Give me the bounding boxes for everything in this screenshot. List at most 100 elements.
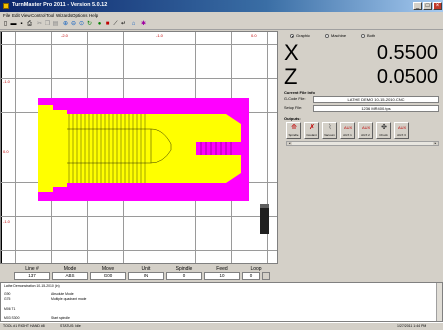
aux2-label: AUX 2 xyxy=(361,133,370,137)
file-info-heading: Current File Info xyxy=(284,90,315,95)
coolant-button[interactable]: ✗ Coolant xyxy=(304,122,319,139)
maximize-button[interactable]: □ xyxy=(423,2,432,10)
val-loop: 0 xyxy=(242,272,260,280)
toolpath-viewport[interactable]: -2.0 -1.0 0.0 -1.0 0.0 -1.0 xyxy=(0,31,278,264)
aux2-button[interactable]: AUX AUX 2 xyxy=(358,122,373,139)
measure-icon[interactable]: ⟋ xyxy=(113,21,118,27)
print-icon[interactable]: ⎙ xyxy=(27,21,32,27)
aux1-button[interactable]: AUX AUX 1 xyxy=(340,122,355,139)
menu-file[interactable]: File xyxy=(3,13,11,18)
clock: 1/27/2011 1:44 PM xyxy=(397,324,427,328)
listing-line-7: M03 S300 xyxy=(4,316,20,320)
menu-bar: File Edit View Control Tool Wizards Opti… xyxy=(0,12,443,20)
radio-graphic[interactable] xyxy=(290,34,294,38)
aux3-button[interactable]: AUX AUX 3 xyxy=(394,122,409,139)
val-move: G00 xyxy=(90,272,126,280)
gcode-file-label: G-Code File: xyxy=(284,97,306,101)
scroll-left-icon[interactable]: ◂ xyxy=(287,141,292,145)
coolant-icon: ✗ xyxy=(309,124,315,131)
val-feed: 10 xyxy=(204,272,240,280)
x-axis-label: X xyxy=(284,40,299,65)
spindle-icon: ⟰ xyxy=(291,124,297,131)
close-button[interactable]: × xyxy=(433,2,442,10)
cut-icon[interactable]: ✂ xyxy=(36,21,43,27)
listing-comment-3: Multiple quadrant mode xyxy=(51,297,87,301)
spindle-button[interactable]: ⟰ Spindle xyxy=(286,122,301,139)
radio-graphic-label: Graphic xyxy=(296,33,311,38)
app-icon xyxy=(3,3,9,9)
hdr-loop: Loop xyxy=(250,266,262,272)
hdr-spindle: Spindle xyxy=(175,266,193,272)
outputs-heading: Outputs: xyxy=(284,116,301,121)
menu-view[interactable]: View xyxy=(21,13,31,18)
minimize-button[interactable]: _ xyxy=(413,2,422,10)
listing-line-3: G75 xyxy=(4,297,11,301)
copy-icon[interactable]: ❐ xyxy=(44,21,51,27)
zoom-in-icon[interactable]: ⊕ xyxy=(62,21,69,27)
menu-control[interactable]: Control xyxy=(31,13,46,18)
val-line: 137 xyxy=(14,272,50,280)
vacuum-label: Vacuum xyxy=(324,133,335,137)
toolbar: ▯ ▬ ▪ ⎙ ✂ ❐ ▤ ⊕ ⊖ ⊙ ↻ ● ■ ⟋ ↵ ⌂ ✱ xyxy=(0,20,443,30)
title-bar: TurnMaster Pro 2011 - Version 5.0.12 _ □… xyxy=(0,0,443,12)
status-bar: TOOL #1 RIGHT HAND #8 STATUS: Idle 1/27/… xyxy=(0,322,443,330)
chuck-label: Chuck xyxy=(379,133,388,137)
val-unit: IN xyxy=(128,272,164,280)
chuck-button[interactable]: ✤ Chuck xyxy=(376,122,391,139)
scroll-right-icon[interactable]: ▸ xyxy=(433,141,438,145)
menu-options[interactable]: Options xyxy=(72,13,88,18)
top-label-2: -1.0 xyxy=(156,33,163,38)
listing-comment-2: Absolute Mode xyxy=(51,292,74,296)
radio-machine[interactable] xyxy=(325,34,329,38)
menu-wizards[interactable]: Wizards xyxy=(56,13,73,18)
radio-machine-label: Machine xyxy=(331,33,347,38)
aux2-icon: AUX xyxy=(362,125,371,130)
top-label-1: -2.0 xyxy=(61,33,68,38)
radio-both[interactable] xyxy=(361,34,365,38)
run-icon[interactable]: ● xyxy=(97,21,102,27)
paste-icon[interactable]: ▤ xyxy=(52,21,59,27)
save-icon[interactable]: ▪ xyxy=(20,21,23,27)
listing-line-2: G90 xyxy=(4,292,11,296)
outputs-scrollbar[interactable]: ◂ ▸ xyxy=(286,141,439,146)
zoom-out-icon[interactable]: ⊖ xyxy=(70,21,77,27)
spindle-label: Spindle xyxy=(288,133,299,137)
aux3-label: AUX 3 xyxy=(397,133,406,137)
listing-comment-7: Start spindle xyxy=(51,316,70,320)
gcode-listing[interactable]: Lathe Demonstration 10-15-2010 (in) G90 … xyxy=(0,282,443,322)
grid-options-button[interactable] xyxy=(262,272,270,280)
open-folder-icon[interactable]: ▬ xyxy=(10,21,17,27)
gcode-file-field[interactable]: LATHE DEMO 10-15-2010.CNC xyxy=(313,96,439,103)
aux1-label: AUX 1 xyxy=(343,133,352,137)
hdr-move: Move xyxy=(101,266,115,272)
vacuum-icon: ⌇ xyxy=(328,124,332,131)
hdr-feed: Feed xyxy=(216,266,228,272)
hdr-line: Line # xyxy=(25,266,39,272)
new-file-icon[interactable]: ▯ xyxy=(3,21,8,27)
listing-scrollbar[interactable] xyxy=(436,283,442,321)
part-drawing xyxy=(38,98,269,234)
hdr-mode: Mode xyxy=(63,266,77,272)
window-title: TurnMaster Pro 2011 - Version 5.0.12 xyxy=(12,2,108,8)
aux1-icon: AUX xyxy=(344,125,353,130)
aux3-icon: AUX xyxy=(398,125,407,130)
stop-icon[interactable]: ■ xyxy=(105,21,110,27)
menu-tool[interactable]: Tool xyxy=(46,13,55,18)
left-label-2: 0.0 xyxy=(3,149,9,154)
setup-file-field[interactable]: 1236 MR400.tps xyxy=(313,105,439,112)
listing-line-1: Lathe Demonstration 10-15-2010 (in) xyxy=(4,284,60,288)
zoom-fit-icon[interactable]: ⊙ xyxy=(78,21,85,27)
machine-status: STATUS: Idle xyxy=(60,324,81,328)
settings-icon[interactable]: ✱ xyxy=(140,21,147,27)
arrow-icon[interactable]: ↵ xyxy=(120,21,127,27)
left-label-1: -1.0 xyxy=(3,79,10,84)
menu-help[interactable]: Help xyxy=(89,13,99,18)
radio-both-label: Both xyxy=(367,33,376,38)
val-mode: ABS xyxy=(52,272,88,280)
tool-status: TOOL #1 RIGHT HAND #8 xyxy=(3,324,45,328)
top-label-3: 0.0 xyxy=(251,33,257,38)
refresh-icon[interactable]: ↻ xyxy=(86,21,93,27)
menu-edit[interactable]: Edit xyxy=(12,13,20,18)
vacuum-button[interactable]: ⌇ Vacuum xyxy=(322,122,337,139)
home-icon[interactable]: ⌂ xyxy=(131,21,136,27)
